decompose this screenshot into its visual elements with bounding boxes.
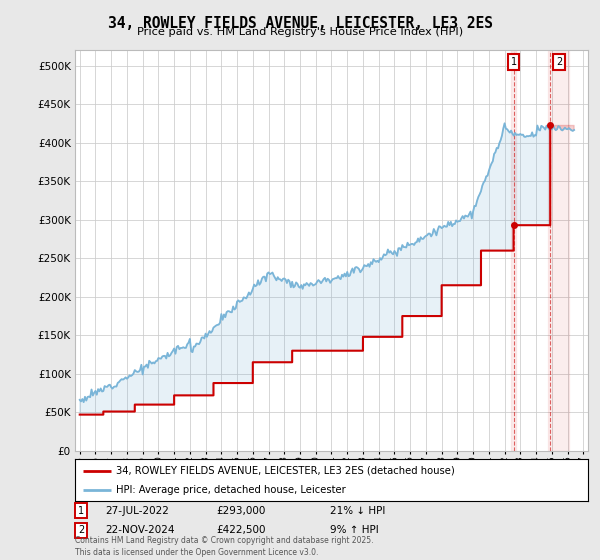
Text: £422,500: £422,500 bbox=[216, 525, 265, 535]
Text: 9% ↑ HPI: 9% ↑ HPI bbox=[330, 525, 379, 535]
Text: 27-JUL-2022: 27-JUL-2022 bbox=[105, 506, 169, 516]
Text: 2: 2 bbox=[556, 57, 562, 67]
Text: 21% ↓ HPI: 21% ↓ HPI bbox=[330, 506, 385, 516]
Text: Price paid vs. HM Land Registry's House Price Index (HPI): Price paid vs. HM Land Registry's House … bbox=[137, 27, 463, 37]
Text: 34, ROWLEY FIELDS AVENUE, LEICESTER, LE3 2ES (detached house): 34, ROWLEY FIELDS AVENUE, LEICESTER, LE3… bbox=[116, 465, 455, 475]
Text: 1: 1 bbox=[78, 506, 84, 516]
Text: 34, ROWLEY FIELDS AVENUE, LEICESTER, LE3 2ES: 34, ROWLEY FIELDS AVENUE, LEICESTER, LE3… bbox=[107, 16, 493, 31]
Text: £293,000: £293,000 bbox=[216, 506, 265, 516]
Bar bbox=[511, 50, 516, 451]
Bar bbox=[548, 50, 569, 451]
Text: HPI: Average price, detached house, Leicester: HPI: Average price, detached house, Leic… bbox=[116, 485, 346, 495]
Text: 22-NOV-2024: 22-NOV-2024 bbox=[105, 525, 175, 535]
Text: 1: 1 bbox=[511, 57, 517, 67]
Text: 2: 2 bbox=[78, 525, 84, 535]
Text: Contains HM Land Registry data © Crown copyright and database right 2025.
This d: Contains HM Land Registry data © Crown c… bbox=[75, 536, 373, 557]
